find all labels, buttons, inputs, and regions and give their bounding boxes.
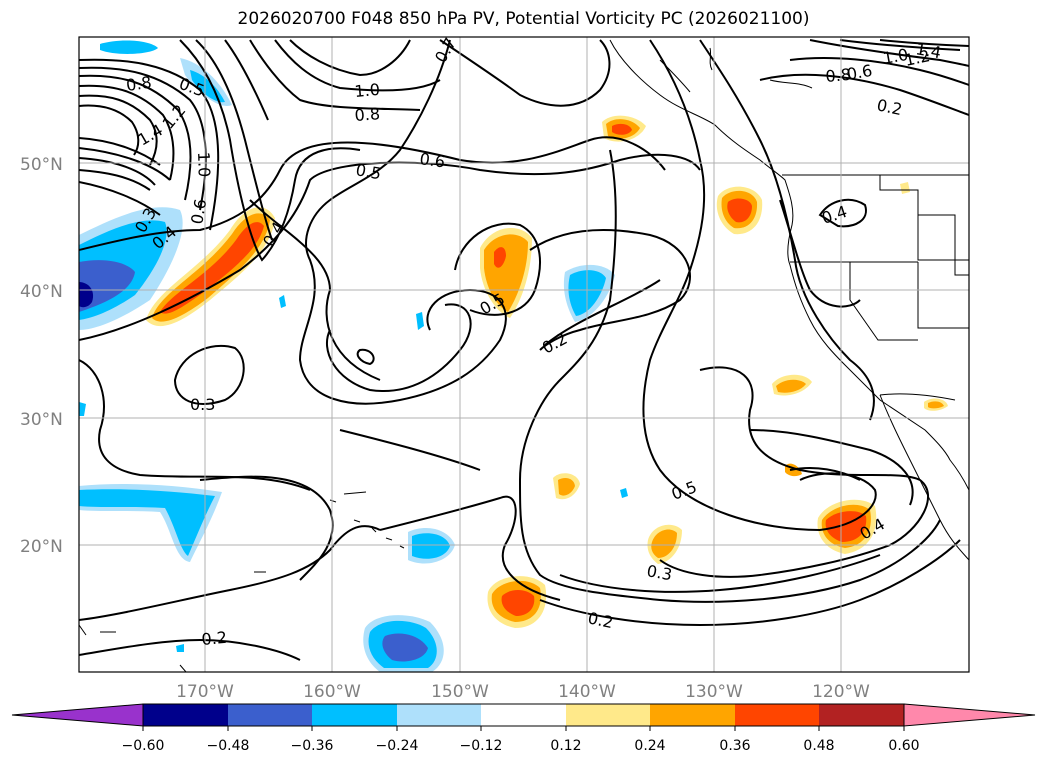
lat-label-50n: 50°N xyxy=(20,155,63,175)
contour-label: 0.2 xyxy=(201,628,228,649)
colorbar-segment xyxy=(650,704,735,726)
contour-label: 1.0 xyxy=(354,80,381,101)
colorbar-segment xyxy=(228,704,312,726)
colorbar-tick-label: 0.48 xyxy=(803,738,834,754)
colorbar-segment xyxy=(819,704,904,726)
map-title: 2026020700 F048 850 hPa PV, Potential Vo… xyxy=(237,9,810,29)
contour-label: 0.5 xyxy=(354,160,382,183)
lon-label-170w: 170°W xyxy=(176,682,234,702)
lon-label-150w: 150°W xyxy=(431,682,489,702)
colorbar-segment xyxy=(312,704,397,726)
pv-contours xyxy=(79,39,969,661)
lat-label-20n: 20°N xyxy=(20,537,63,557)
contour-label: 0.8 xyxy=(825,65,852,86)
contour-label: 0.2 xyxy=(586,608,615,632)
contour-label: 0.6 xyxy=(187,197,210,225)
colorbar-tick-label: 0.12 xyxy=(550,738,581,754)
colorbar-tick-label: −0.48 xyxy=(207,738,250,754)
lon-label-160w: 160°W xyxy=(303,682,361,702)
colorbar-segment xyxy=(481,704,566,726)
contour-label: 0.8 xyxy=(354,104,381,125)
latitude-labels: 50°N 40°N 30°N 20°N xyxy=(20,155,63,557)
coastlines xyxy=(79,39,969,672)
colorbar-extend-low xyxy=(11,703,144,727)
colorbar: −0.60 −0.48 −0.36 −0.24 −0.12 0.12 0.24 … xyxy=(11,703,1036,754)
political-boundaries xyxy=(782,174,969,401)
lat-label-30n: 30°N xyxy=(20,410,63,430)
map-frame xyxy=(78,36,970,673)
contour-label: 0.6 xyxy=(418,149,446,171)
lon-label-120w: 120°W xyxy=(812,682,870,702)
colorbar-tick-label: 0.36 xyxy=(719,738,750,754)
colorbar-tick-label: −0.36 xyxy=(291,738,334,754)
longitude-labels: 170°W 160°W 150°W 140°W 130°W 120°W xyxy=(176,682,870,702)
colorbar-segment xyxy=(735,704,819,726)
contour-label: 0.2 xyxy=(875,95,904,119)
colorbar-extend-high xyxy=(903,703,1036,727)
lon-label-130w: 130°W xyxy=(685,682,743,702)
gridlines xyxy=(79,37,969,672)
contour-label: 0.6 xyxy=(845,61,873,84)
colorbar-segment xyxy=(566,704,650,726)
lon-label-140w: 140°W xyxy=(558,682,616,702)
contour-label: 0.8 xyxy=(125,73,153,95)
colorbar-tick-label: 0.60 xyxy=(888,738,919,754)
pv-fill-positive xyxy=(146,115,948,628)
colorbar-tick-label: 0.24 xyxy=(634,738,665,754)
colorbar-tick-label: −0.24 xyxy=(376,738,419,754)
colorbar-tick-label: −0.60 xyxy=(122,738,165,754)
lat-label-40n: 40°N xyxy=(20,282,63,302)
contour-label: 1.0 xyxy=(194,151,214,177)
contour-label: 1.2 xyxy=(903,46,932,70)
colorbar-segment xyxy=(397,704,481,726)
map-area xyxy=(79,37,969,672)
contour-label: 1.4 xyxy=(914,39,942,62)
contour-label: 0.3 xyxy=(645,561,673,584)
contour-label: 0.3 xyxy=(190,395,215,414)
colorbar-segment xyxy=(143,704,228,726)
contour-label: 1.0 xyxy=(881,45,909,68)
colorbar-tick-label: −0.12 xyxy=(460,738,503,754)
